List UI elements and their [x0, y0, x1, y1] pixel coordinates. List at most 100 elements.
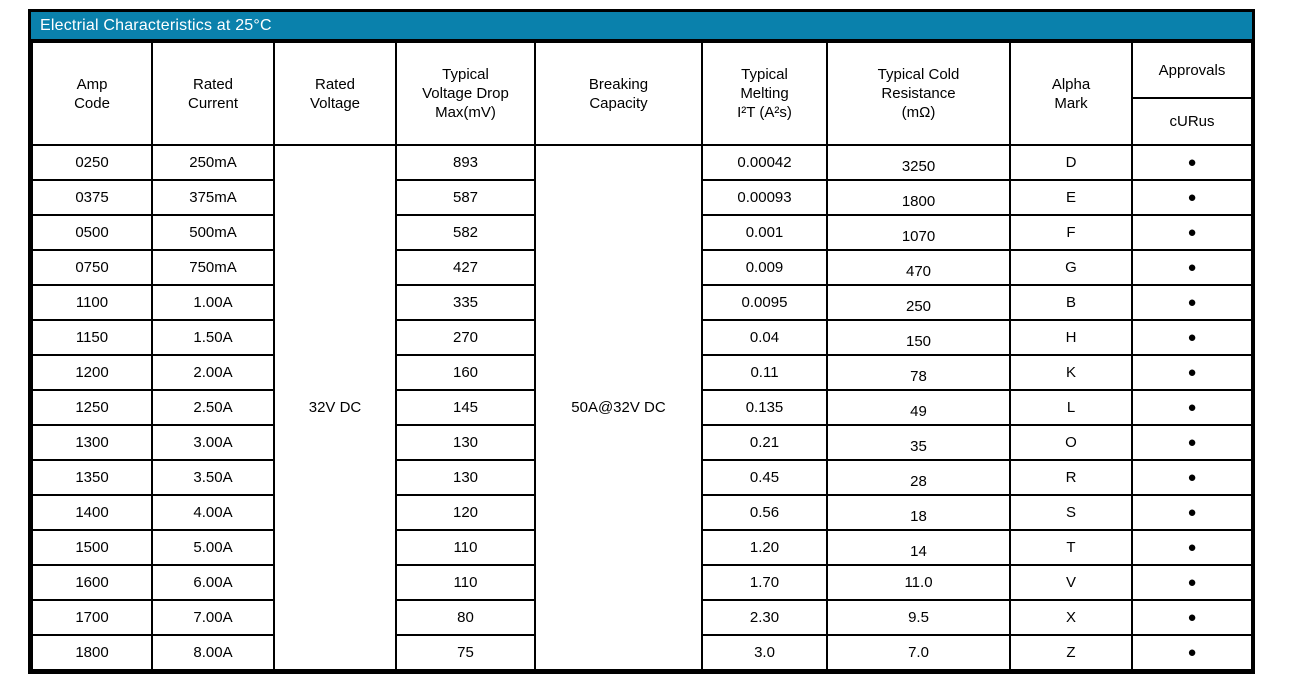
rated-voltage-merged-cell: 32V DC	[273, 144, 397, 671]
cold-resistance-cell: 150	[826, 319, 1011, 356]
rated-current-cell: 4.00A	[151, 494, 275, 531]
table-row: 0250 250mA 32V DC 893 50A@32V DC 0.00042 3250 D…	[31, 144, 1253, 671]
alpha-mark-cell: K	[1009, 354, 1133, 391]
table-row: 0375 375mA 587 0.00093 1800 E ●	[31, 179, 1253, 216]
voltage-drop-cell: 335	[395, 284, 536, 321]
table-row: 1800 8.00A 75 3.0 7.0 Z ●	[31, 634, 1253, 671]
melting-i2t-cell: 0.00093	[701, 179, 828, 216]
amp-code-cell: 1150	[31, 319, 153, 356]
breaking-capacity-merged-cell: 50A@32V DC	[534, 144, 703, 671]
alpha-mark-cell: E	[1009, 179, 1133, 216]
electrical-characteristics-table: Electrial Characteristics at 25°C Amp Co…	[28, 9, 1255, 674]
cold-resistance-cell: 18	[826, 494, 1011, 531]
voltage-drop-cell: 587	[395, 179, 536, 216]
amp-code-cell: 1400	[31, 494, 153, 531]
approval-bullet-cell: ●	[1131, 599, 1253, 636]
approval-bullet-cell: ●	[1131, 284, 1253, 321]
header-curus: cURus	[1131, 97, 1253, 146]
cold-resistance-cell: 11.0	[826, 564, 1011, 601]
cold-resistance-cell: 9.5	[826, 599, 1011, 636]
voltage-drop-cell: 130	[395, 459, 536, 496]
amp-code-cell: 1350	[31, 459, 153, 496]
amp-code-cell: 1700	[31, 599, 153, 636]
header-rated-voltage: Rated Voltage	[273, 41, 397, 146]
approval-bullet-cell: ●	[1131, 459, 1253, 496]
melting-i2t-cell: 0.00042	[701, 144, 828, 181]
header-voltage-drop: Typical Voltage Drop Max(mV)	[395, 41, 536, 146]
rated-current-cell: 2.50A	[151, 389, 275, 426]
voltage-drop-cell: 75	[395, 634, 536, 671]
header-cold-resistance: Typical Cold Resistance (mΩ)	[826, 41, 1011, 146]
approval-bullet-cell: ●	[1131, 319, 1253, 356]
table-row: 1200 2.00A 160 0.11 78 K ●	[31, 354, 1253, 391]
approval-bullet-cell: ●	[1131, 634, 1253, 671]
voltage-drop-cell: 160	[395, 354, 536, 391]
table-row: 1400 4.00A 120 0.56 18 S ●	[31, 494, 1253, 531]
amp-code-cell: 1800	[31, 634, 153, 671]
amp-code-cell: 1200	[31, 354, 153, 391]
rated-current-cell: 500mA	[151, 214, 275, 251]
alpha-mark-cell: S	[1009, 494, 1133, 531]
header-breaking-capacity: Breaking Capacity	[534, 41, 703, 146]
cold-resistance-cell: 28	[826, 459, 1011, 496]
voltage-drop-cell: 110	[395, 564, 536, 601]
alpha-mark-cell: H	[1009, 319, 1133, 356]
alpha-mark-cell: Z	[1009, 634, 1133, 671]
approval-bullet-cell: ●	[1131, 529, 1253, 566]
header-melting-i2t: Typical Melting I²T (A²s)	[701, 41, 828, 146]
melting-i2t-cell: 0.009	[701, 249, 828, 286]
melting-i2t-cell: 0.21	[701, 424, 828, 461]
alpha-mark-cell: T	[1009, 529, 1133, 566]
melting-i2t-cell: 0.135	[701, 389, 828, 426]
voltage-drop-cell: 427	[395, 249, 536, 286]
amp-code-cell: 1300	[31, 424, 153, 461]
cold-resistance-cell: 49	[826, 389, 1011, 426]
voltage-drop-cell: 582	[395, 214, 536, 251]
table-row: 1500 5.00A 110 1.20 14 T ●	[31, 529, 1253, 566]
melting-i2t-cell: 1.70	[701, 564, 828, 601]
amp-code-cell: 1600	[31, 564, 153, 601]
alpha-mark-cell: V	[1009, 564, 1133, 601]
rated-current-cell: 6.00A	[151, 564, 275, 601]
rated-current-cell: 250mA	[151, 144, 275, 181]
table-row: 0500 500mA 582 0.001 1070 F ●	[31, 214, 1253, 251]
rated-current-cell: 375mA	[151, 179, 275, 216]
melting-i2t-cell: 3.0	[701, 634, 828, 671]
characteristics-grid: Amp Code Rated Current Rated Voltage Typ…	[31, 41, 1253, 671]
table-title: Electrial Characteristics at 25°C	[31, 12, 1252, 41]
approval-bullet-cell: ●	[1131, 354, 1253, 391]
table-row: 1250 2.50A 145 0.135 49 L ●	[31, 389, 1253, 426]
table-row: 1300 3.00A 130 0.21 35 O ●	[31, 424, 1253, 461]
rated-current-cell: 1.50A	[151, 319, 275, 356]
voltage-drop-cell: 80	[395, 599, 536, 636]
amp-code-cell: 0500	[31, 214, 153, 251]
melting-i2t-cell: 1.20	[701, 529, 828, 566]
rated-current-cell: 2.00A	[151, 354, 275, 391]
header-amp-code: Amp Code	[31, 41, 153, 146]
voltage-drop-cell: 110	[395, 529, 536, 566]
voltage-drop-cell: 893	[395, 144, 536, 181]
amp-code-cell: 1500	[31, 529, 153, 566]
table-row: 1600 6.00A 110 1.70 11.0 V ●	[31, 564, 1253, 601]
alpha-mark-cell: D	[1009, 144, 1133, 181]
rated-current-cell: 1.00A	[151, 284, 275, 321]
rated-current-cell: 3.50A	[151, 459, 275, 496]
cold-resistance-cell: 7.0	[826, 634, 1011, 671]
approval-bullet-cell: ●	[1131, 179, 1253, 216]
alpha-mark-cell: R	[1009, 459, 1133, 496]
table-row: 0750 750mA 427 0.009 470 G ●	[31, 249, 1253, 286]
alpha-mark-cell: B	[1009, 284, 1133, 321]
voltage-drop-cell: 120	[395, 494, 536, 531]
alpha-mark-cell: G	[1009, 249, 1133, 286]
header-rated-current: Rated Current	[151, 41, 275, 146]
table-row: 1700 7.00A 80 2.30 9.5 X ●	[31, 599, 1253, 636]
alpha-mark-cell: F	[1009, 214, 1133, 251]
table-row: 1100 1.00A 335 0.0095 250 B ●	[31, 284, 1253, 321]
cold-resistance-cell: 470	[826, 249, 1011, 286]
cold-resistance-cell: 78	[826, 354, 1011, 391]
table-row: 1350 3.50A 130 0.45 28 R ●	[31, 459, 1253, 496]
cold-resistance-cell: 250	[826, 284, 1011, 321]
table-row: 1150 1.50A 270 0.04 150 H ●	[31, 319, 1253, 356]
cold-resistance-cell: 3250	[826, 144, 1011, 181]
header-approvals: Approvals	[1131, 41, 1253, 99]
